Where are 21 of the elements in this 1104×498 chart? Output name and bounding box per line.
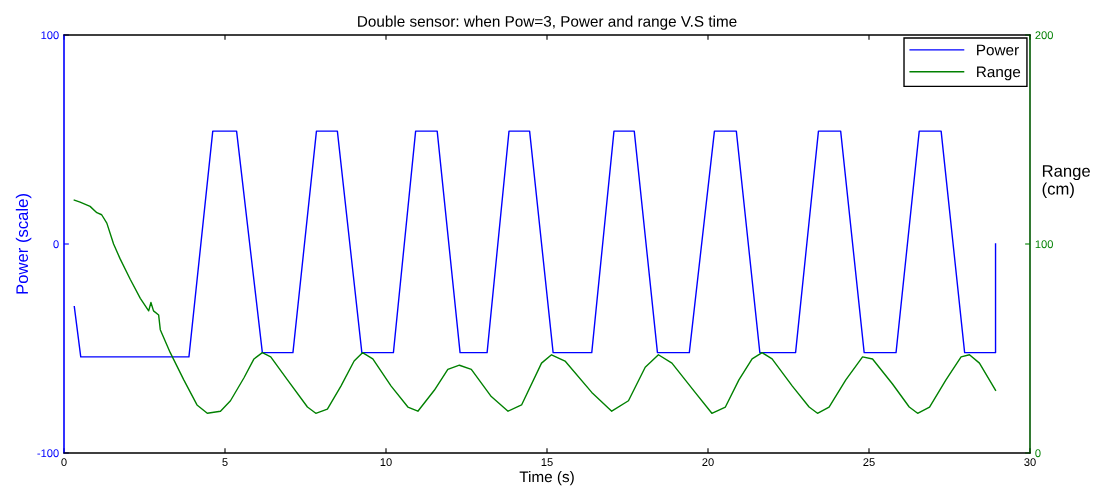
chart-title: Double sensor: when Pow=3, Power and range V.S time (358, 15, 737, 30)
x-tick-label: 0 (61, 458, 67, 467)
x-tick-label: 30 (1024, 458, 1036, 467)
x-tick-label: 25 (863, 458, 875, 467)
y2-tick-label: 200 (1035, 31, 1053, 40)
line-series (73, 199, 997, 414)
y-tick-label: 100 (41, 31, 59, 40)
x-tick-label: 5 (222, 458, 228, 467)
y2-tick-label: 0 (1035, 449, 1041, 458)
y-tick-label: 0 (53, 240, 59, 249)
x-tick-label: 15 (541, 458, 553, 467)
y-axis-title: Power (scale) (15, 194, 32, 294)
y2-axis-title: Range (cm) (1042, 165, 1090, 199)
x-tick-label: 20 (702, 458, 714, 467)
y2-tick-label: 100 (1035, 240, 1053, 249)
x-axis-title: Time (s) (519, 471, 574, 486)
line-series (73, 130, 997, 358)
x-tick-label: 10 (380, 458, 392, 467)
y-tick-label: -100 (37, 449, 59, 458)
legend-label: Range (977, 66, 1021, 81)
legend-label: Power (977, 44, 1019, 56)
